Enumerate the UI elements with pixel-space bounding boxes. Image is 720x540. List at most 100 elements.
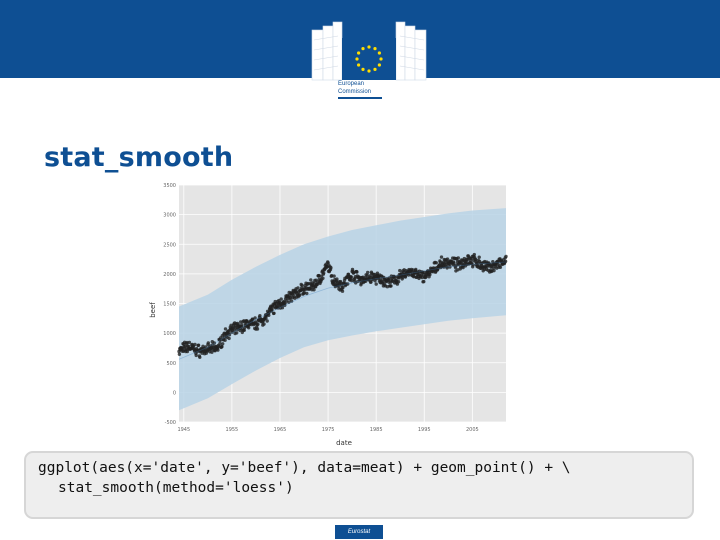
- eu-star-icon: [361, 47, 365, 51]
- data-point: [456, 256, 460, 260]
- data-point: [223, 327, 228, 331]
- data-point: [242, 328, 246, 332]
- y-tick-label: 3000: [163, 213, 176, 219]
- data-point: [227, 333, 232, 337]
- eu-star-icon: [361, 67, 365, 71]
- logo-line-european: European: [338, 81, 365, 87]
- data-point: [223, 338, 227, 342]
- data-point: [315, 282, 319, 287]
- eu-flag: [342, 38, 396, 80]
- code-line-2: stat_smooth(method='loess'): [58, 480, 294, 496]
- y-tick-label: 1000: [163, 331, 176, 337]
- y-tick-label: 1500: [163, 302, 176, 308]
- data-point: [369, 280, 373, 284]
- data-point: [492, 268, 496, 273]
- data-point: [414, 267, 418, 272]
- data-point: [255, 327, 260, 331]
- data-point: [300, 283, 304, 288]
- european-commission-logo: [311, 21, 427, 81]
- data-point: [340, 289, 345, 293]
- data-point: [247, 326, 251, 330]
- data-point: [253, 316, 257, 320]
- y-tick-label: -500: [165, 420, 176, 426]
- data-point: [309, 278, 313, 282]
- data-point: [198, 355, 202, 359]
- data-point: [240, 323, 244, 327]
- y-tick-label: 3500: [163, 183, 176, 189]
- logo-text: European Commission: [338, 80, 371, 96]
- y-tick-label: 2000: [163, 272, 176, 278]
- data-point: [366, 270, 370, 275]
- data-point: [264, 316, 268, 320]
- data-point: [227, 336, 231, 341]
- data-point: [398, 268, 402, 273]
- eu-star-icon: [357, 63, 361, 67]
- eu-star-icon: [377, 51, 381, 55]
- data-point: [262, 322, 266, 326]
- data-point: [265, 319, 269, 323]
- data-point: [177, 352, 182, 356]
- data-point: [296, 286, 300, 290]
- data-point: [218, 341, 222, 346]
- eu-star-icon: [373, 67, 377, 71]
- code-box: ggplot(aes(x='date', y='beef'), data=mea…: [24, 451, 694, 519]
- data-point: [341, 285, 345, 290]
- data-point: [504, 254, 508, 259]
- data-point: [396, 280, 401, 284]
- data-point: [365, 273, 369, 278]
- eu-star-icon: [367, 45, 371, 49]
- data-point: [477, 255, 481, 259]
- data-point: [256, 322, 260, 326]
- data-point: [212, 341, 216, 345]
- slide-title: stat_smooth: [44, 142, 234, 173]
- data-point: [375, 271, 380, 275]
- data-point: [349, 275, 353, 279]
- data-point: [329, 266, 333, 270]
- x-tick-label: 1995: [418, 427, 431, 433]
- eu-star-icon: [367, 69, 371, 73]
- data-point: [389, 284, 393, 288]
- data-point: [322, 271, 326, 275]
- data-point: [471, 263, 475, 267]
- data-point: [346, 282, 350, 286]
- data-point: [288, 295, 293, 300]
- data-point: [445, 266, 449, 270]
- data-point: [276, 306, 280, 310]
- confidence-ribbon: [179, 208, 506, 411]
- data-point: [196, 343, 201, 347]
- data-point: [193, 342, 197, 347]
- data-point: [267, 313, 271, 317]
- data-point: [374, 282, 378, 286]
- data-point: [218, 338, 222, 342]
- y-tick-label: 500: [166, 361, 176, 367]
- data-point: [187, 340, 192, 345]
- x-tick-label: 1945: [177, 427, 190, 433]
- x-tick-label: 2005: [466, 427, 479, 433]
- logo-underline: [338, 97, 382, 99]
- data-point: [206, 341, 210, 345]
- data-point: [503, 259, 508, 263]
- data-point: [258, 314, 262, 318]
- code-line-1: ggplot(aes(x='date', y='beef'), data=mea…: [38, 460, 571, 476]
- data-point: [287, 300, 291, 304]
- x-axis-label: date: [336, 439, 352, 447]
- eu-star-icon: [357, 51, 361, 55]
- data-point: [305, 291, 309, 296]
- y-axis-label: beef: [149, 302, 157, 318]
- eu-star-icon: [379, 57, 383, 61]
- eu-stars-icon: [355, 45, 383, 73]
- y-tick-label: 2500: [163, 242, 176, 248]
- data-point: [321, 276, 325, 280]
- data-point: [448, 265, 452, 269]
- data-point: [472, 252, 476, 257]
- x-tick-label: 1965: [274, 427, 287, 433]
- data-point: [204, 345, 208, 349]
- eu-star-icon: [373, 47, 377, 51]
- data-point: [428, 272, 432, 277]
- y-tick-labels: -500 0 500 1000 1500 2000 2500 3000 3500: [163, 183, 176, 426]
- y-tick-label: 0: [173, 390, 176, 396]
- x-tick-label: 1975: [322, 427, 335, 433]
- data-point: [312, 288, 316, 292]
- data-point: [280, 306, 285, 310]
- x-tick-label: 1985: [370, 427, 383, 433]
